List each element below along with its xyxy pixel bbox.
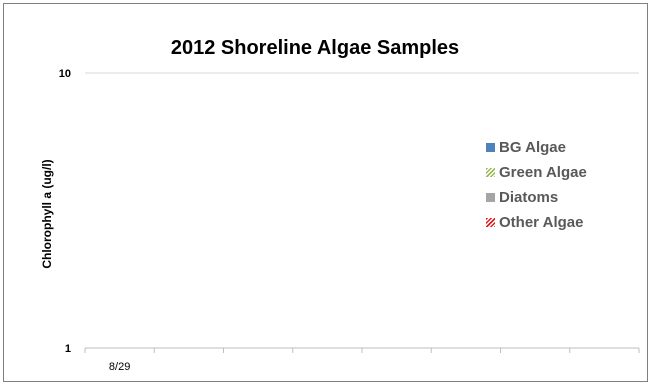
legend-label: BG Algae [499, 139, 566, 156]
legend-swatch [486, 193, 495, 202]
y-tick-label: 1 [65, 343, 71, 355]
legend-swatch [486, 168, 495, 177]
y-tick-label: 10 [59, 68, 71, 80]
legend-label: Green Algae [499, 164, 587, 181]
chart-frame: 2012 Shoreline Algae Samples Chlorophyll… [3, 3, 648, 382]
plot-area: 10 1 8/29 [59, 68, 640, 373]
legend-item: BG Algae [486, 135, 587, 160]
legend-label: Other Algae [499, 214, 584, 231]
legend-item: Other Algae [486, 210, 587, 235]
legend: BG Algae Green Algae Diatoms Other Algae [486, 135, 587, 235]
x-tick-label: 8/29 [109, 361, 130, 373]
legend-swatch [486, 218, 495, 227]
legend-swatch [486, 143, 495, 152]
chart-title: 2012 Shoreline Algae Samples [170, 37, 460, 59]
legend-label: Diatoms [499, 189, 559, 206]
legend-item: Green Algae [486, 160, 587, 185]
legend-item: Diatoms [486, 185, 587, 210]
